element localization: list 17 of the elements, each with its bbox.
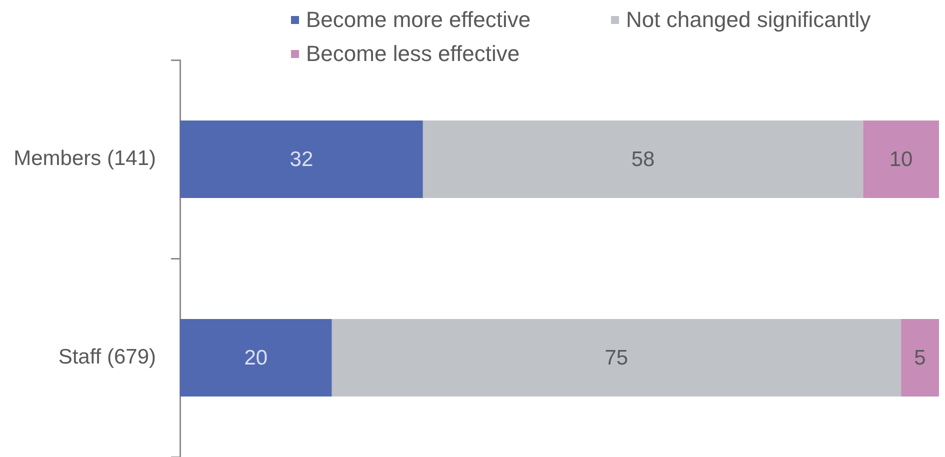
legend-label: Not changed significantly [626, 7, 871, 32]
bar [422, 120, 864, 198]
bar [863, 120, 939, 198]
bar [901, 319, 939, 396]
legend-label: Become more effective [306, 7, 531, 32]
data-label: 10 [889, 148, 913, 172]
data-label: 5 [914, 346, 926, 370]
legend-label: Become less effective [306, 41, 520, 66]
bar [332, 319, 902, 396]
y-tick-label: Staff (679) [58, 346, 156, 369]
data-label: 58 [631, 148, 655, 172]
bar [180, 120, 423, 198]
data-label: 32 [290, 148, 314, 172]
bar [180, 319, 332, 396]
data-label: 75 [604, 346, 628, 370]
data-label: 20 [244, 346, 268, 370]
y-tick-label: Members (141) [14, 147, 156, 170]
